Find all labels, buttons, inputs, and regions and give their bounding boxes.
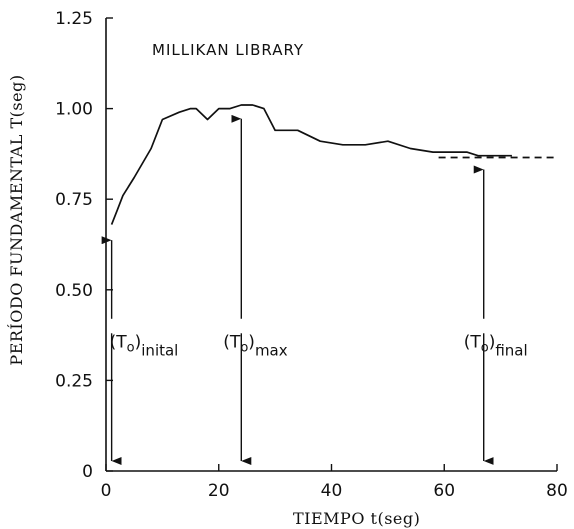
x-tick-label: 60 — [433, 481, 455, 501]
y-tick-label: 1.00 — [55, 100, 93, 120]
annotation-layer: (To)inital (To)max (To)final — [101, 114, 528, 465]
annotation-label: (To)inital — [110, 332, 179, 359]
y-tick-label: 0.75 — [55, 190, 93, 210]
annotation-label: (To)max — [223, 332, 287, 359]
annotation-label: (To)final — [464, 332, 528, 359]
x-tick-label: 20 — [208, 481, 230, 501]
y-tick-label: 0 — [82, 462, 93, 482]
series-layer — [110, 104, 557, 225]
y-axis-title: PERÍODO FUNDAMENTAL T(seg) — [6, 74, 26, 365]
x-tick-label: 80 — [546, 481, 568, 501]
axis-ticks: 0 0.25 0.50 0.75 1.00 1.25 0 20 40 60 80 — [55, 9, 568, 501]
chart-title: MILLIKAN LIBRARY — [152, 41, 304, 59]
x-axis-title: TIEMPO t(seg) — [293, 509, 420, 528]
plot-frame — [105, 18, 557, 472]
period-series-line — [110, 104, 512, 225]
y-tick-label: 0.50 — [55, 281, 93, 301]
x-tick-label: 40 — [321, 481, 343, 501]
x-tick-label: 0 — [101, 481, 112, 501]
y-tick-label: 1.25 — [55, 9, 93, 29]
y-tick-label: 0.25 — [55, 371, 93, 391]
